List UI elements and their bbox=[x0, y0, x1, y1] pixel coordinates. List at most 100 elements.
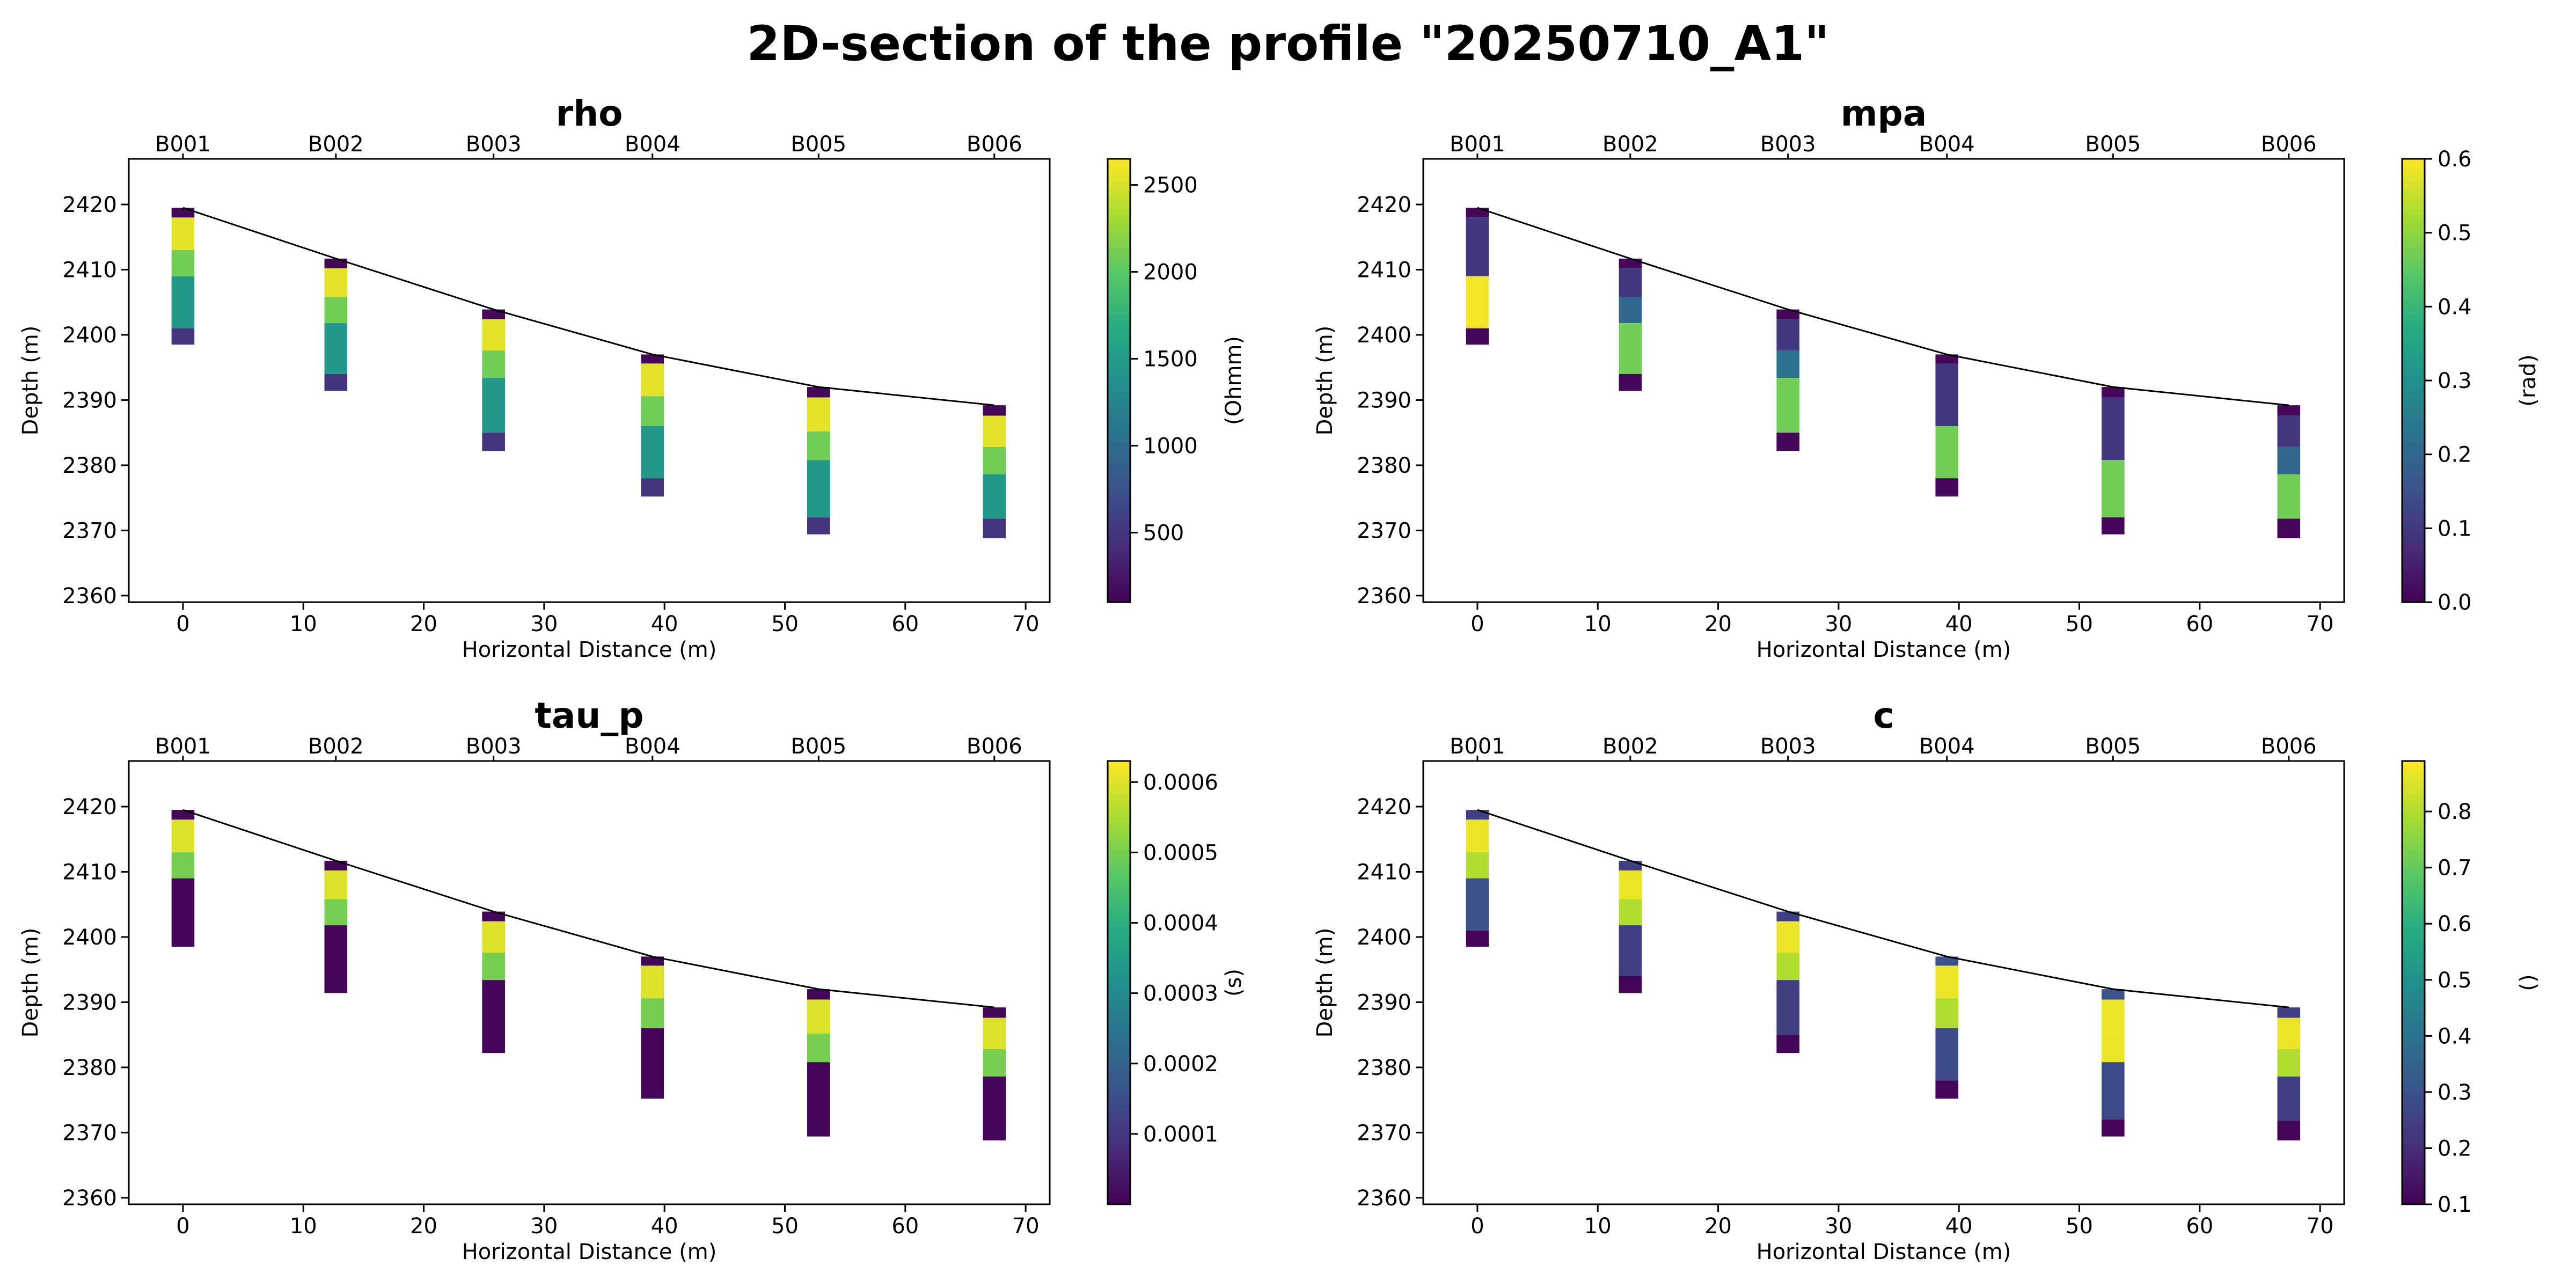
borehole-cell bbox=[1619, 925, 1642, 976]
colorbar-frame bbox=[1107, 158, 1131, 603]
colorbar-segment bbox=[1108, 364, 1130, 370]
y-tick-label: 2390 bbox=[62, 990, 117, 1015]
borehole-cell bbox=[807, 1062, 830, 1137]
borehole-cell bbox=[171, 250, 195, 276]
colorbar-tick-label: 0.0004 bbox=[1143, 911, 1218, 936]
x-tick-label: 40 bbox=[1945, 1214, 1973, 1239]
colorbar-segment bbox=[2402, 336, 2425, 342]
colorbar-tick-label: 0.1 bbox=[2438, 516, 2472, 541]
colorbar-segment bbox=[1108, 1132, 1130, 1138]
colorbar-segment bbox=[1108, 1010, 1130, 1016]
y-tick-label: 2410 bbox=[62, 860, 117, 885]
colorbar-segment bbox=[2402, 541, 2425, 547]
colorbar-segment bbox=[1108, 816, 1130, 823]
colorbar-segment bbox=[1108, 888, 1130, 895]
y-tick-label: 2420 bbox=[62, 193, 117, 217]
borehole-cell bbox=[1619, 860, 1642, 871]
borehole-cell bbox=[1466, 930, 1489, 947]
colorbar-segment bbox=[1108, 469, 1130, 475]
borehole-cell bbox=[324, 870, 348, 899]
borehole-label: B004 bbox=[1919, 734, 1975, 759]
colorbar-segment bbox=[2402, 402, 2425, 409]
colorbar-segment bbox=[2402, 927, 2425, 933]
borehole-cell bbox=[324, 258, 348, 269]
colorbar-segment bbox=[1108, 386, 1130, 392]
colorbar-segment bbox=[2402, 574, 2425, 581]
colorbar-segment bbox=[1108, 197, 1130, 204]
colorbar-segment bbox=[2402, 380, 2425, 387]
colorbar-segment bbox=[2402, 397, 2425, 404]
colorbar-segment bbox=[1108, 574, 1130, 581]
colorbar-segment bbox=[1108, 513, 1130, 519]
colorbar-segment bbox=[2402, 536, 2425, 542]
plot-frame bbox=[128, 158, 1051, 603]
colorbar-segment bbox=[2402, 596, 2425, 603]
surface-line bbox=[1477, 809, 2289, 1008]
colorbar-segment bbox=[1108, 822, 1130, 828]
colorbar-segment bbox=[1108, 1005, 1130, 1011]
borehole-label: B002 bbox=[308, 734, 364, 759]
x-axis-label: Horizontal Distance (m) bbox=[1757, 1240, 2011, 1264]
borehole-cell bbox=[1619, 899, 1642, 926]
colorbar-segment bbox=[2402, 586, 2425, 592]
colorbar-segment bbox=[1108, 872, 1130, 878]
colorbar-tick-label: 0.8 bbox=[2438, 800, 2472, 824]
borehole-cell bbox=[171, 852, 195, 879]
colorbar-tick-label: 0.1 bbox=[2438, 1192, 2472, 1217]
panel-title: rho bbox=[556, 93, 623, 134]
colorbar-segment bbox=[2402, 496, 2425, 503]
surface-line bbox=[1477, 207, 2289, 406]
colorbar-segment bbox=[2402, 375, 2425, 381]
colorbar-segment bbox=[2402, 458, 2425, 464]
colorbar-segment bbox=[1108, 844, 1130, 850]
borehole-cell bbox=[1619, 976, 1642, 993]
borehole-cell bbox=[2102, 1119, 2125, 1137]
colorbar-segment bbox=[1108, 269, 1130, 276]
colorbar-segment bbox=[2402, 933, 2425, 939]
borehole-cell bbox=[324, 323, 348, 374]
colorbar-tick-label: 0.5 bbox=[2438, 968, 2472, 993]
colorbar-segment bbox=[1108, 496, 1130, 503]
colorbar-segment bbox=[2402, 1138, 2425, 1144]
colorbar-segment bbox=[1108, 331, 1130, 337]
colorbar-segment bbox=[2402, 225, 2425, 232]
colorbar-segment bbox=[1108, 203, 1130, 209]
borehole-cell bbox=[324, 268, 348, 297]
borehole-cell bbox=[1776, 1035, 1799, 1053]
y-tick-label: 2370 bbox=[1357, 518, 1411, 543]
x-tick-label: 70 bbox=[1012, 612, 1040, 636]
borehole-cell bbox=[641, 1028, 664, 1099]
colorbar-segment bbox=[1108, 783, 1130, 789]
colorbar-segment bbox=[1108, 1065, 1130, 1072]
colorbar-segment bbox=[2402, 1099, 2425, 1105]
colorbar-tick-label: 1000 bbox=[1143, 434, 1198, 458]
x-tick-label: 50 bbox=[771, 612, 799, 636]
colorbar-segment bbox=[2402, 441, 2425, 448]
colorbar-segment bbox=[2402, 331, 2425, 337]
x-tick-label: 70 bbox=[1012, 1214, 1040, 1239]
panel-title: mpa bbox=[1841, 93, 1927, 134]
colorbar-segment bbox=[2402, 408, 2425, 414]
colorbar-segment bbox=[1108, 408, 1130, 414]
colorbar-segment bbox=[2402, 1049, 2425, 1056]
colorbar-segment bbox=[1108, 1143, 1130, 1150]
colorbar-label: () bbox=[2516, 974, 2541, 991]
colorbar-segment bbox=[1108, 214, 1130, 221]
borehole-cell bbox=[2102, 1033, 2125, 1063]
y-tick-label: 2370 bbox=[1357, 1121, 1411, 1145]
colorbar-segment bbox=[2402, 960, 2425, 967]
colorbar-segment bbox=[2402, 203, 2425, 209]
colorbar-segment bbox=[1108, 413, 1130, 420]
borehole-label: B006 bbox=[2261, 734, 2317, 759]
borehole-cell bbox=[983, 518, 1006, 538]
colorbar-segment bbox=[2402, 993, 2425, 1000]
colorbar-segment bbox=[1108, 375, 1130, 381]
borehole-cell bbox=[2102, 387, 2125, 398]
colorbar-segment bbox=[2402, 1176, 2425, 1183]
y-tick-label: 2360 bbox=[1357, 584, 1411, 609]
colorbar-segment bbox=[1108, 850, 1130, 856]
x-tick-label: 50 bbox=[2066, 1214, 2093, 1239]
borehole-cell bbox=[983, 1076, 1006, 1140]
borehole-cell bbox=[983, 1007, 1006, 1018]
colorbar-segment bbox=[1108, 402, 1130, 409]
